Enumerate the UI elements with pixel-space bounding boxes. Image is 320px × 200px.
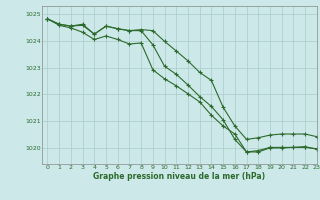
X-axis label: Graphe pression niveau de la mer (hPa): Graphe pression niveau de la mer (hPa) (93, 172, 265, 181)
